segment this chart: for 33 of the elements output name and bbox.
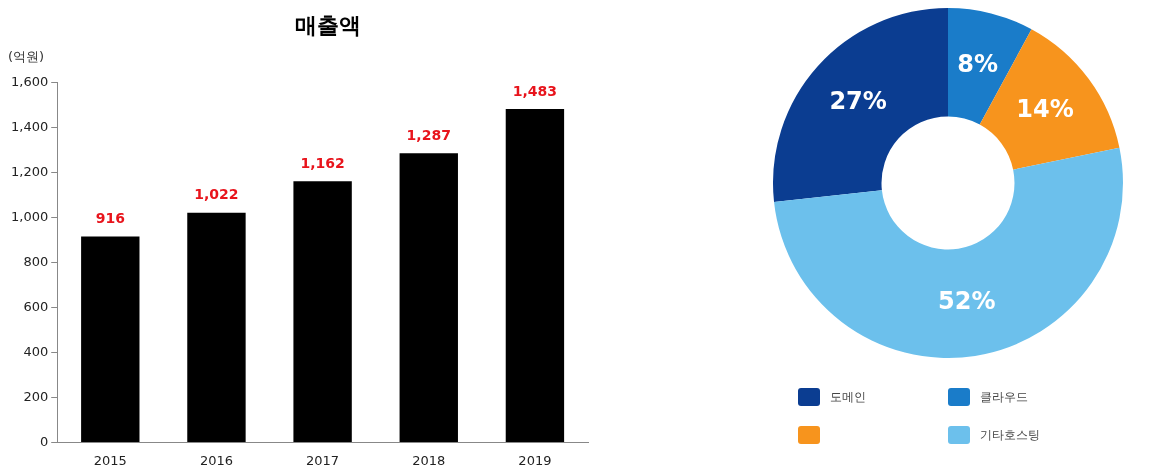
bar [81, 236, 140, 442]
x-tick-label: 2019 [518, 452, 552, 468]
data-label: 52% [937, 286, 996, 315]
bar [293, 181, 352, 442]
data-label: 27% [829, 86, 887, 115]
chart-title: 매출액 [294, 12, 362, 40]
data-label: 8% [957, 50, 999, 79]
data-label: 1,162 [300, 154, 345, 171]
data-label: 1,287 [406, 126, 451, 143]
y-tick-label: 1,200 [11, 164, 49, 180]
x-tick-label: 2018 [412, 452, 446, 468]
legend-label: 기타호스팅 [980, 426, 1040, 444]
y-tick-label: 0 [39, 433, 49, 449]
legend-label: 도메인 [830, 388, 866, 406]
y-axis-title: (억원) [8, 48, 46, 66]
data-label: 1,022 [194, 186, 239, 203]
data-label: 1,483 [512, 82, 558, 99]
data-label: 916 [95, 210, 125, 227]
bar [505, 109, 565, 442]
y-tick-label: 600 [23, 298, 49, 314]
data-label: 14% [1016, 95, 1074, 124]
y-tick-label: 400 [23, 343, 49, 359]
bar [399, 153, 458, 442]
y-tick-label: 1,400 [11, 119, 49, 135]
x-tick-label: 2015 [93, 452, 127, 468]
legend-label: 클라우드 [980, 388, 1028, 406]
y-tick-label: 200 [23, 388, 49, 404]
x-tick-label: 2017 [306, 452, 340, 468]
y-tick-label: 800 [23, 253, 49, 269]
y-tick-label: 1,000 [11, 209, 49, 225]
x-tick-label: 2016 [199, 452, 233, 468]
y-tick-label: 1,600 [11, 74, 49, 90]
bar [187, 212, 246, 442]
